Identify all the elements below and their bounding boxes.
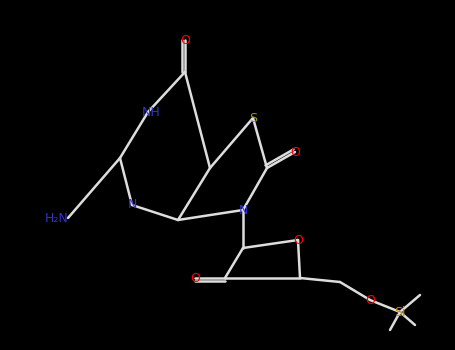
Text: S: S <box>249 112 257 125</box>
Text: Si: Si <box>394 306 406 318</box>
Text: N: N <box>238 203 248 217</box>
Text: NH: NH <box>142 105 160 119</box>
Text: O: O <box>180 34 190 47</box>
Text: N: N <box>127 198 136 211</box>
Text: O: O <box>293 233 303 246</box>
Text: O: O <box>290 146 300 159</box>
Text: O: O <box>365 294 375 307</box>
Text: H₂N: H₂N <box>44 211 68 224</box>
Text: O: O <box>190 272 200 285</box>
